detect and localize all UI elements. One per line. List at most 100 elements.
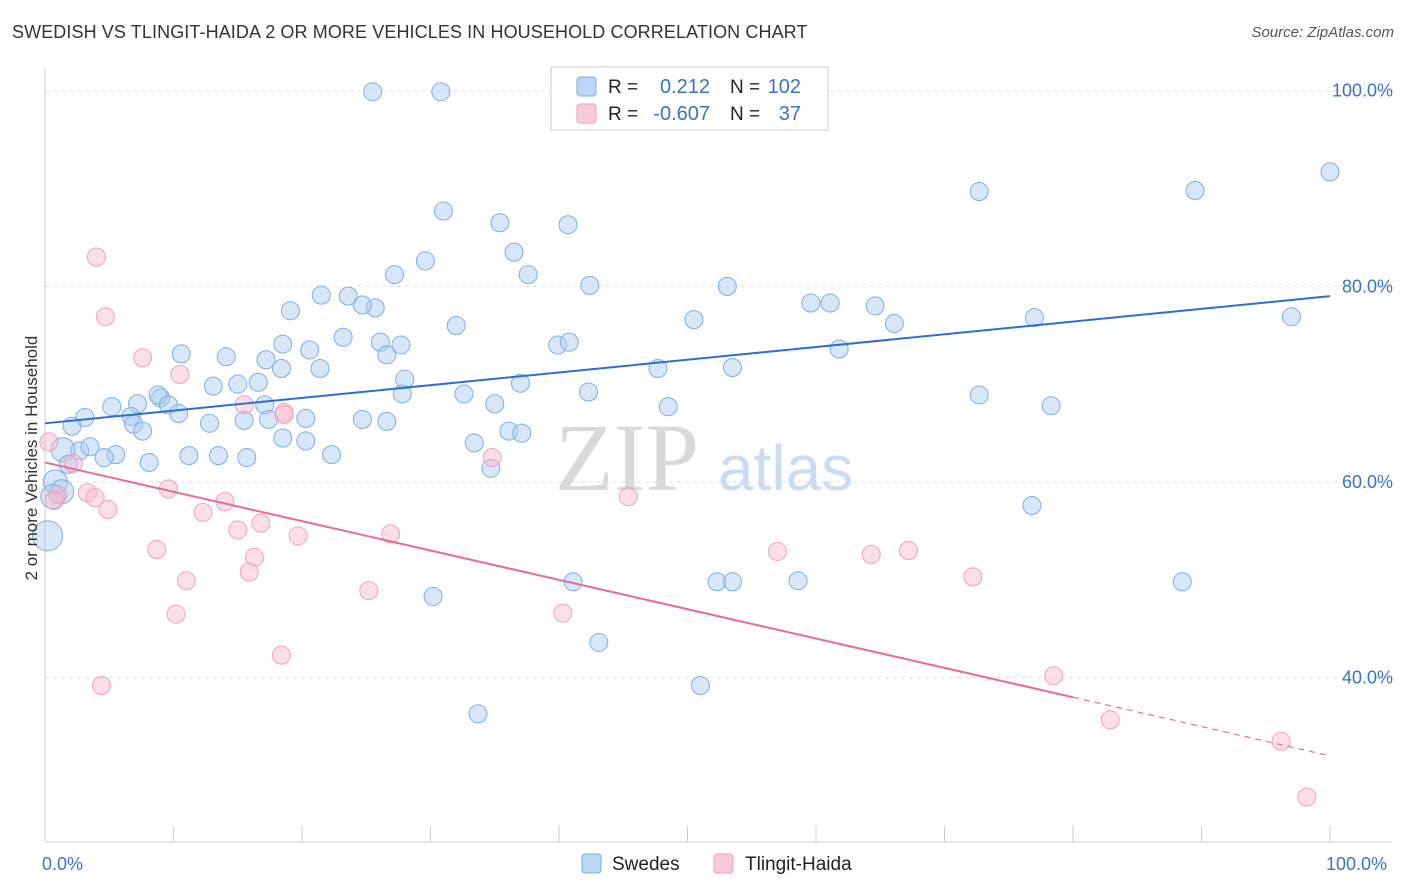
swedes-point-69: [658, 397, 678, 417]
swedes-point-0: [363, 82, 383, 102]
swedes-point-36: [171, 344, 191, 364]
tlingit-point-18: [147, 540, 167, 560]
swedes-point-30: [391, 335, 411, 355]
legend-n-label-2: N =: [730, 104, 760, 125]
legend-swatch-tlingit: [576, 103, 597, 124]
swedes-point-54: [228, 374, 248, 394]
swedes-point-33: [829, 339, 849, 359]
tlingit-point-19: [228, 520, 248, 540]
trend-line-tlingit: [44, 461, 1074, 699]
swedes-point-3: [1320, 162, 1340, 182]
source-label: Source: ZipAtlas.com: [1251, 24, 1394, 41]
swedes-point-101: [423, 586, 443, 606]
swedes-point-85: [208, 446, 228, 466]
tlingit-point-32: [176, 571, 196, 591]
swedes-point-48: [969, 385, 989, 405]
tlingit-point-7: [39, 432, 59, 452]
tlingit-point-0: [86, 247, 106, 267]
swedes-point-23: [820, 293, 840, 313]
y-tick-label-0: 40.0%: [1342, 668, 1393, 688]
swedes-point-99: [1022, 495, 1042, 515]
tlingit-point-38: [1271, 731, 1291, 751]
swedes-point-32: [559, 332, 579, 352]
swedes-point-4: [969, 181, 989, 201]
swedes-point-37: [216, 347, 236, 367]
legend-swatch-swedes: [576, 76, 597, 97]
watermark-zip: ZIP: [555, 404, 699, 511]
chart-title: SWEDISH VS TLINGIT-HAIDA 2 OR MORE VEHIC…: [12, 22, 808, 42]
tlingit-point-30: [963, 567, 983, 587]
tlingit-point-1: [95, 307, 115, 327]
tlingit-point-11: [98, 499, 118, 519]
y-tick-label-2: 80.0%: [1342, 276, 1393, 296]
swedes-point-98: [788, 571, 808, 591]
swedes-point-65: [296, 408, 316, 428]
swedes-point-31: [548, 335, 568, 355]
swedes-point-73: [296, 431, 316, 451]
swedes-point-13: [580, 275, 600, 295]
x-tick-0: 0.0%: [42, 854, 83, 874]
series-tlingit-haida: [39, 247, 1317, 807]
swedes-point-38: [256, 350, 276, 370]
axes: [44, 68, 1392, 843]
swedes-point-7: [490, 213, 510, 233]
swedes-point-83: [94, 448, 114, 468]
swedes-point-10: [415, 251, 435, 271]
swedes-point-88: [139, 452, 159, 472]
swedes-point-9: [504, 242, 524, 262]
bottom-legend-swedes: Swedes: [612, 854, 680, 875]
y-tick-label-1: 60.0%: [1342, 472, 1393, 492]
tlingit-point-20: [244, 547, 264, 567]
swedes-point-5: [1185, 180, 1205, 200]
stats-legend-box: [550, 66, 829, 131]
swedes-point-100: [1172, 572, 1192, 592]
swedes-point-103: [690, 675, 710, 695]
swedes-point-34: [300, 340, 320, 360]
legend-r-label-1: R =: [608, 77, 638, 98]
swedes-point-44: [392, 384, 412, 404]
tlingit-point-28: [861, 544, 881, 564]
tlingit-point-23: [239, 562, 259, 582]
swedes-point-28: [370, 332, 390, 352]
legend-r-label-2: R =: [608, 104, 638, 125]
tlingit-point-35: [92, 675, 112, 695]
tlingit-point-26: [618, 487, 638, 507]
swedes-point-67: [377, 411, 397, 431]
tlingit-point-31: [553, 603, 573, 623]
tlingit-point-34: [271, 645, 291, 665]
tlingit-point-29: [899, 540, 919, 560]
swedes-point-62: [199, 413, 219, 433]
swedes-point-50: [151, 388, 171, 408]
swedes-point-87: [237, 448, 257, 468]
tlingit-point-6: [274, 405, 294, 425]
swedes-point-71: [1281, 307, 1301, 327]
stats-legend: R = 0.212 N = 102 R = -0.607 N = 37: [550, 66, 829, 131]
swedes-point-104: [468, 704, 488, 724]
tlingit-point-27: [767, 541, 787, 561]
tlingit-point-14: [251, 513, 271, 533]
swedes-point-19: [352, 295, 372, 315]
swedes-point-61: [133, 421, 153, 441]
y-tick-labels: 40.0% 60.0% 80.0% 100.0%: [1332, 81, 1393, 688]
series-legend: Swedes Tlingit-Haida: [581, 853, 852, 875]
swedes-point-89: [322, 445, 342, 465]
tlingit-point-22: [381, 524, 401, 544]
trend-lines: [44, 295, 1331, 757]
swedes-point-84: [179, 446, 199, 466]
swedes-point-70: [1041, 396, 1061, 416]
swedes-point-41: [722, 358, 742, 378]
tlingit-point-36: [1044, 666, 1064, 686]
y-axis-label: 2 or more Vehicles in Household: [22, 336, 41, 581]
swedes-point-8: [558, 215, 578, 235]
swedes-point-26: [1024, 308, 1044, 328]
swedes-point-97: [722, 572, 742, 592]
tlingit-point-2: [133, 348, 153, 368]
swedes-point-45: [454, 384, 474, 404]
swedes-point-46: [510, 373, 530, 393]
legend-n-label-1: N =: [730, 77, 760, 98]
swedes-point-29: [273, 334, 293, 354]
swedes-point-55: [248, 372, 268, 392]
swedes-point-82: [106, 445, 126, 465]
swedes-point-15: [311, 285, 331, 305]
